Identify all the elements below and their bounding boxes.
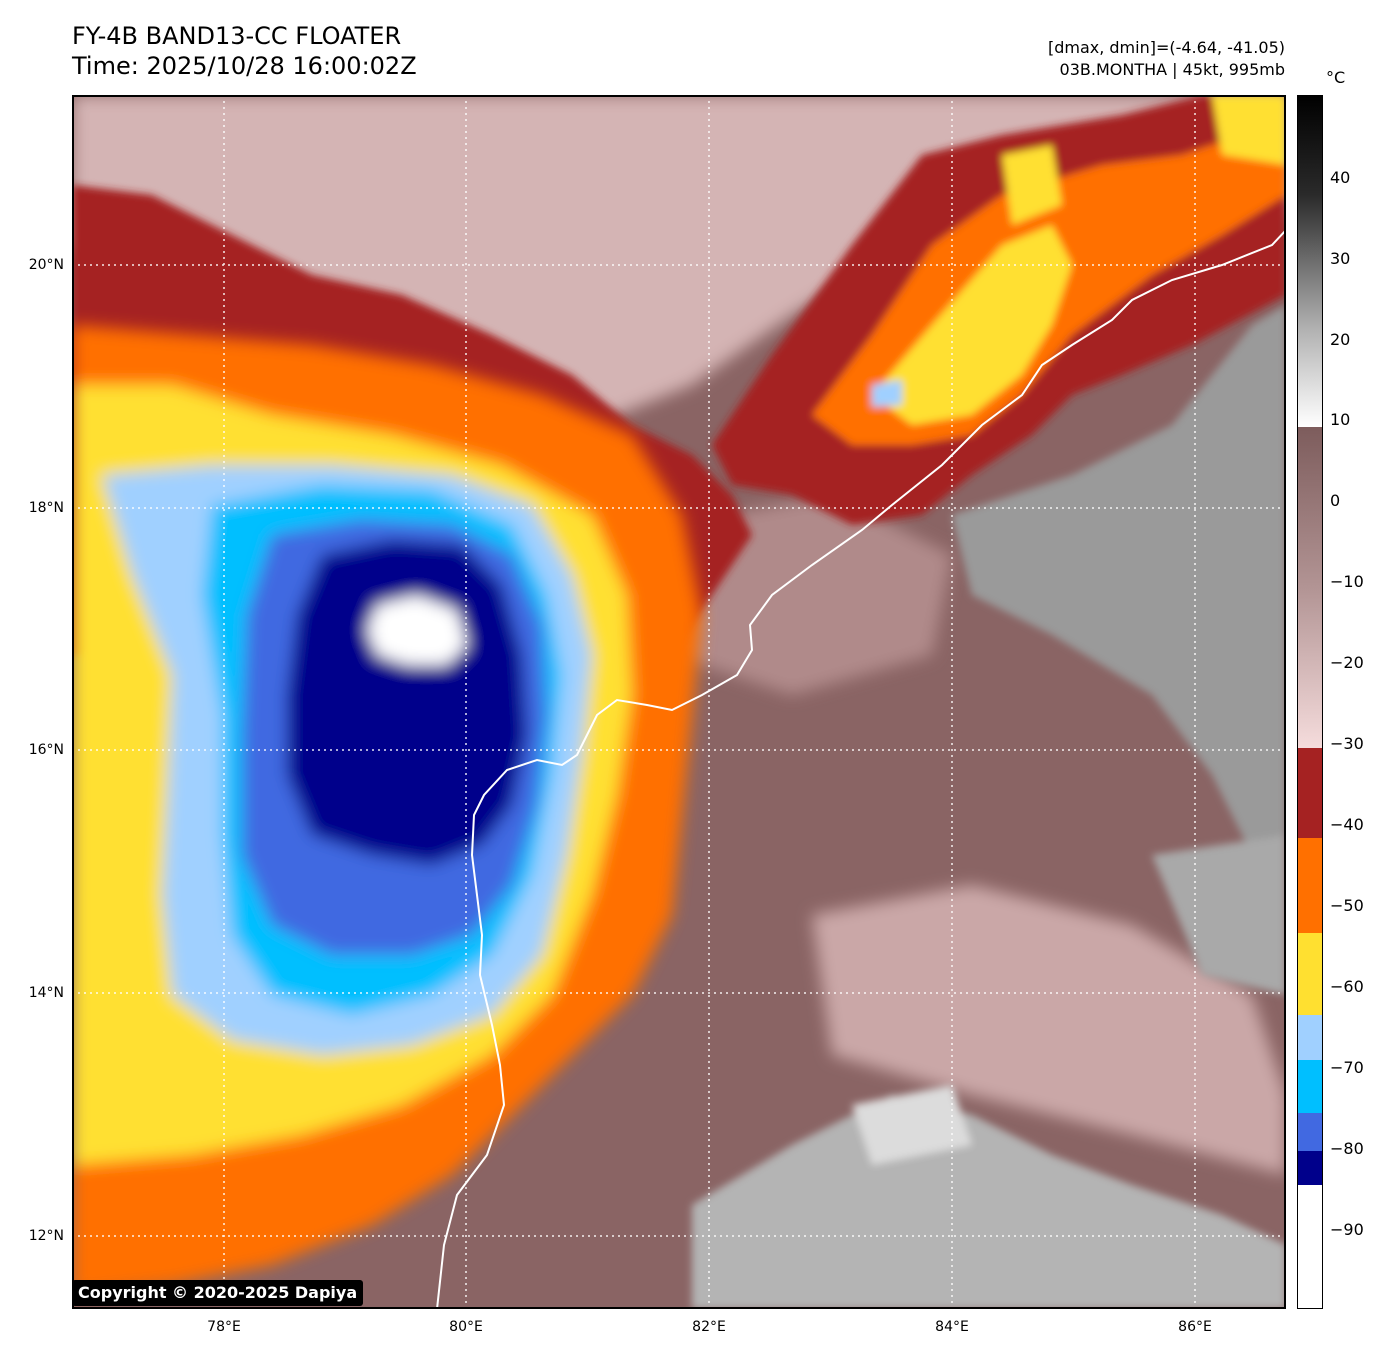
colorbar-yellow-segment bbox=[1297, 933, 1323, 1015]
lon-label-80e: 80°E bbox=[449, 1319, 483, 1335]
time-stamp: Time: 2025/10/28 16:00:02Z bbox=[72, 52, 417, 80]
colorbar-tick: 0 bbox=[1330, 491, 1341, 510]
colorbar-gray-segment bbox=[1297, 95, 1323, 427]
lon-label-84e: 84°E bbox=[935, 1319, 969, 1335]
dmax-dmin-readout: [dmax, dmin]=(-4.64, -41.05) bbox=[1047, 38, 1285, 57]
colorbar-orange-segment bbox=[1297, 838, 1323, 933]
colorbar-tick: −80 bbox=[1330, 1139, 1364, 1158]
lon-label-82e: 82°E bbox=[692, 1319, 726, 1335]
colorbar-tick: −60 bbox=[1330, 977, 1364, 996]
copyright-badge: Copyright © 2020-2025 Dapiya bbox=[72, 1280, 364, 1306]
colorbar bbox=[1297, 95, 1323, 1309]
lon-label-78e: 78°E bbox=[207, 1319, 241, 1335]
storm-core-white bbox=[367, 595, 467, 665]
colorbar-navy-segment bbox=[1297, 1151, 1323, 1185]
satellite-map bbox=[72, 95, 1286, 1309]
chart-title: FY-4B BAND13-CC FLOATER bbox=[72, 22, 402, 50]
colorbar-warm-segment bbox=[1297, 427, 1323, 748]
graticule bbox=[72, 95, 1286, 1309]
colorbar-tick: 30 bbox=[1330, 249, 1351, 268]
storm-ring-navy bbox=[287, 540, 527, 865]
colorbar-tick: −70 bbox=[1330, 1058, 1364, 1077]
colorbar-tick: −20 bbox=[1330, 653, 1364, 672]
colorbar-tick: −40 bbox=[1330, 815, 1364, 834]
ne-band-yellow bbox=[872, 225, 1072, 425]
ne-cell-blue bbox=[872, 380, 902, 407]
coastline bbox=[436, 229, 1286, 1309]
colorbar-tick: −90 bbox=[1330, 1220, 1364, 1239]
clear-region-northeast bbox=[952, 305, 1286, 895]
colorbar-tick: 10 bbox=[1330, 410, 1351, 429]
lat-label-16n: 16°N bbox=[28, 742, 64, 758]
colorbar-unit: °C bbox=[1326, 68, 1346, 87]
ne-cell-yellow-2 bbox=[1002, 145, 1062, 225]
lon-label-86e: 86°E bbox=[1178, 1319, 1212, 1335]
ne-cell-yellow bbox=[1212, 95, 1286, 165]
colorbar-tick: −10 bbox=[1330, 572, 1364, 591]
pale-cloud-southeast bbox=[812, 885, 1286, 1175]
storm-info: 03B.MONTHA | 45kt, 995mb bbox=[1059, 60, 1285, 79]
colorbar-tick: −30 bbox=[1330, 734, 1364, 753]
lat-label-18n: 18°N bbox=[28, 500, 64, 516]
colorbar-pale-blue-segment bbox=[1297, 1015, 1323, 1060]
colorbar-tick: 40 bbox=[1330, 168, 1351, 187]
colorbar-tick: −50 bbox=[1330, 896, 1364, 915]
colorbar-white-segment bbox=[1297, 1185, 1323, 1309]
colorbar-royal-segment bbox=[1297, 1113, 1323, 1151]
colorbar-brown-segment bbox=[1297, 748, 1323, 838]
lat-label-20n: 20°N bbox=[28, 257, 64, 273]
colorbar-tick: 20 bbox=[1330, 330, 1351, 349]
clear-region-east bbox=[1152, 835, 1286, 995]
colorbar-sky-segment bbox=[1297, 1060, 1323, 1113]
lat-label-12n: 12°N bbox=[28, 1228, 64, 1244]
clear-region-south bbox=[692, 1095, 1286, 1309]
clear-patch-south bbox=[852, 1085, 972, 1165]
lat-label-14n: 14°N bbox=[28, 985, 64, 1001]
